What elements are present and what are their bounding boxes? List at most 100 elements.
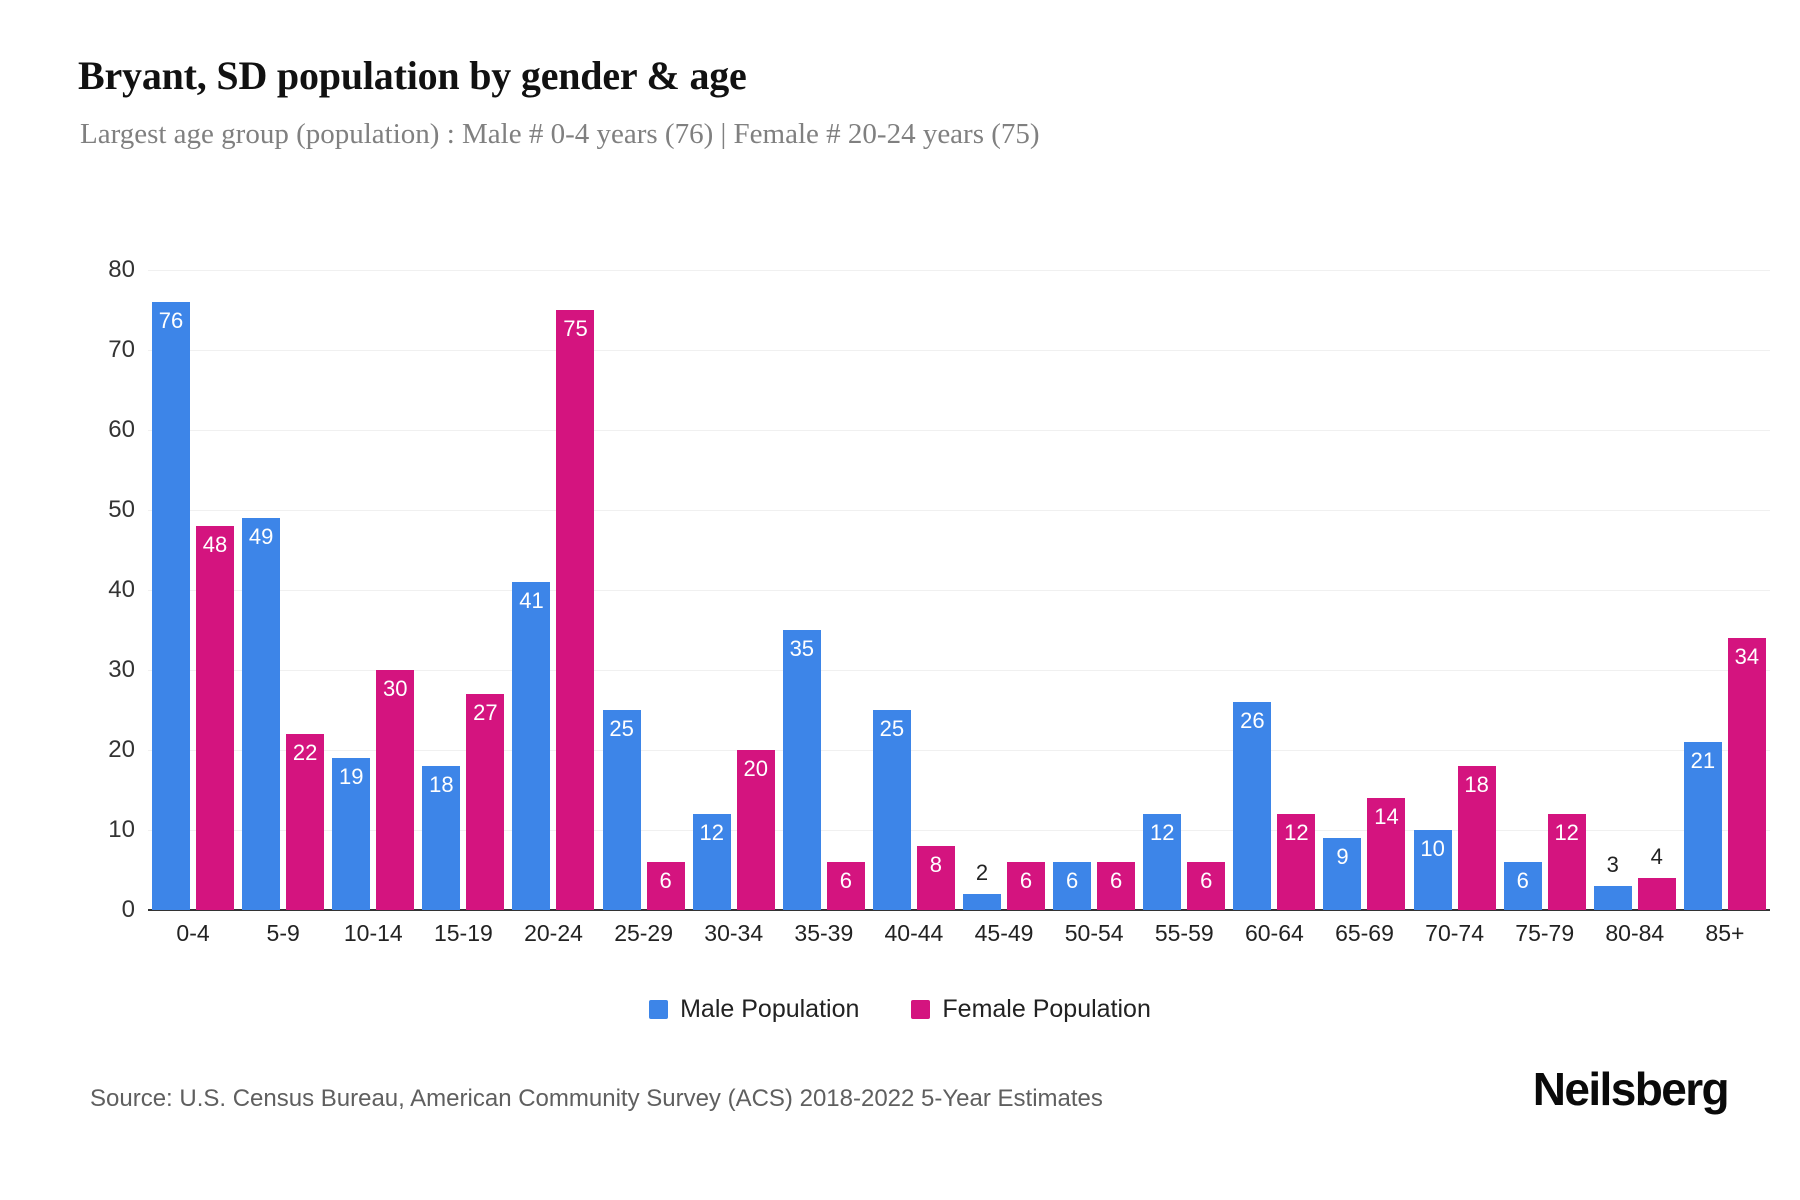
bar-group: 9 14 [1319,270,1409,910]
legend-swatch-icon [911,1000,931,1019]
male-bar[interactable]: 9 [1323,838,1362,910]
male-bar[interactable]: 12 [1143,814,1182,910]
bar-value-label: 12 [1150,820,1175,845]
brand-logo: Neilsberg [1532,1063,1730,1115]
x-axis-tick-label: 20-24 [524,920,583,946]
legend-item[interactable]: Male Population [649,995,859,1024]
bar-value-label: 6 [1516,868,1529,893]
bar-value-label: 8 [929,852,943,877]
x-axis-tick-label: 45-49 [974,920,1034,946]
female-bar[interactable]: 27 [466,694,505,910]
gridline [148,830,1770,831]
x-axis-tick-label: 15-19 [433,920,493,946]
female-bar[interactable]: 12 [1547,814,1586,910]
male-bar[interactable]: 35 [782,630,821,910]
bar-value-label: 6 [1066,868,1079,893]
bar-group: 6 12 [1500,270,1590,910]
bar-value-label: 25 [879,716,905,741]
female-bar[interactable]: 4 [1637,844,1676,910]
female-bar[interactable]: 18 [1457,766,1496,910]
female-bar[interactable]: 6 [826,862,865,910]
page-subtitle: Largest age group (population) : Male # … [80,118,1040,150]
x-axis-tick-label: 50-54 [1064,920,1124,946]
bar-group: 21 34 [1680,270,1770,910]
female-bar[interactable]: 14 [1367,798,1406,910]
female-bar[interactable]: 48 [196,526,235,910]
y-axis-tick-label: 0 [121,896,135,923]
chart-legend: Male Population Female Population [0,995,1800,1024]
female-bar[interactable]: 6 [1187,862,1226,910]
female-bar[interactable]: 20 [736,750,775,910]
x-axis-tick-label: 0-4 [176,920,210,946]
female-bar[interactable]: 22 [286,734,325,910]
male-bar[interactable]: 76 [152,302,191,910]
bar-groups: 76 48 49 22 19 30 18 27 41 75 25 6 12 20 35 6 25 8 2 6 6 6 12 6… [148,270,1770,910]
legend-item[interactable]: Female Population [911,995,1151,1024]
x-axis-tick-label: 30-34 [704,920,764,946]
male-bar[interactable]: 6 [1503,862,1542,910]
gridline [148,430,1770,431]
bar-value-label: 48 [202,532,228,557]
bar-value-label: 30 [383,676,408,701]
bar-group: 18 27 [418,270,508,910]
male-bar[interactable]: 18 [422,766,461,910]
bar-value-label: 20 [743,756,768,781]
male-bar[interactable]: 49 [242,518,281,910]
bar-value-label: 49 [248,524,274,549]
bar-value-label: 41 [519,588,544,613]
male-bar[interactable]: 25 [872,710,911,910]
legend-label: Female Population [942,995,1151,1023]
bar-value-label: 12 [699,820,724,845]
y-axis-tick-label: 40 [108,576,135,603]
bar-value-label: 27 [473,700,498,725]
y-axis-tick-label: 50 [108,496,135,523]
male-bar[interactable]: 3 [1593,852,1632,910]
bar-value-label: 10 [1420,836,1445,861]
female-bar[interactable]: 30 [376,670,415,910]
male-bar[interactable]: 10 [1413,830,1452,910]
source-note: Source: U.S. Census Bureau, American Com… [90,1085,1103,1112]
bar-value-label: 19 [339,764,364,789]
x-axis-labels: 0-4 5-9 10-14 15-19 20-24 25-29 30-34 35-39 40-4… [148,920,1770,947]
y-axis-tick-label: 70 [108,336,135,363]
male-bar[interactable]: 26 [1233,702,1272,910]
bar-value-label: 22 [292,740,318,765]
female-bar[interactable]: 6 [1097,862,1136,910]
bar-group: 25 8 [869,270,959,910]
female-bar[interactable]: 6 [1007,862,1046,910]
bar-value-label: 76 [158,308,184,333]
male-bar[interactable]: 25 [602,710,641,910]
bar-group: 76 48 [148,270,238,910]
plot-canvas: 76 48 49 22 19 30 18 27 41 75 25 6 12 20 35 6 25 8 2 6 6 6 12 6… [148,270,1770,911]
gridline [148,590,1770,591]
female-bar[interactable]: 12 [1277,814,1316,910]
bar-value-label: 6 [839,868,852,893]
bar-group: 49 22 [238,270,328,910]
male-bar[interactable]: 41 [512,582,551,910]
y-axis-tick-label: 30 [108,656,135,683]
bar-value-label: 3 [1606,852,1619,877]
male-bar[interactable]: 12 [692,814,731,910]
bar-value-label: 2 [975,860,989,885]
bar-group: 26 12 [1229,270,1319,910]
female-bar[interactable]: 6 [646,862,685,910]
y-axis-tick-label: 10 [108,816,135,843]
male-bar[interactable]: 6 [1053,862,1092,910]
gridline [148,750,1770,751]
female-bar[interactable]: 34 [1727,638,1766,910]
bar-value-label: 4 [1650,844,1663,869]
female-bar[interactable]: 75 [556,310,595,910]
x-axis-tick-label: 10-14 [343,920,403,946]
x-axis-tick-label: 85+ [1705,920,1745,946]
legend-swatch-icon [649,1000,669,1019]
male-bar[interactable]: 21 [1683,742,1722,910]
male-bar[interactable]: 2 [963,860,1002,910]
bar-value-label: 6 [1200,868,1213,893]
bar-value-label: 9 [1336,844,1349,869]
bar-group: 12 6 [1139,270,1229,910]
male-bar[interactable]: 19 [332,758,371,910]
female-bar[interactable]: 8 [916,846,955,910]
